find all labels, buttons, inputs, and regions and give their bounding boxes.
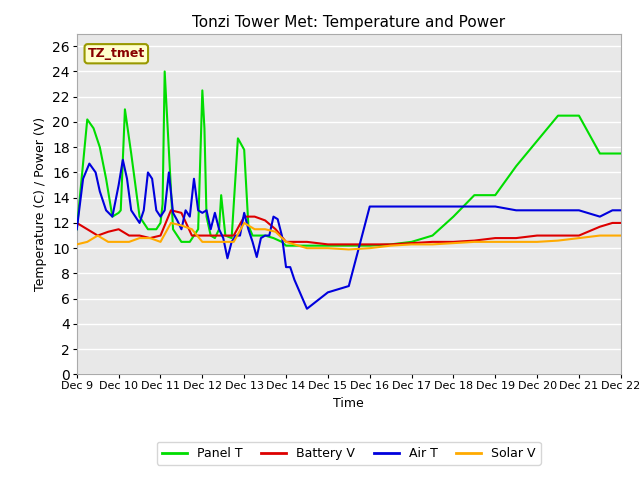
Title: Tonzi Tower Met: Temperature and Power: Tonzi Tower Met: Temperature and Power <box>192 15 506 30</box>
Y-axis label: Temperature (C) / Power (V): Temperature (C) / Power (V) <box>33 117 47 291</box>
Text: TZ_tmet: TZ_tmet <box>88 47 145 60</box>
Legend: Panel T, Battery V, Air T, Solar V: Panel T, Battery V, Air T, Solar V <box>157 442 541 465</box>
X-axis label: Time: Time <box>333 397 364 410</box>
